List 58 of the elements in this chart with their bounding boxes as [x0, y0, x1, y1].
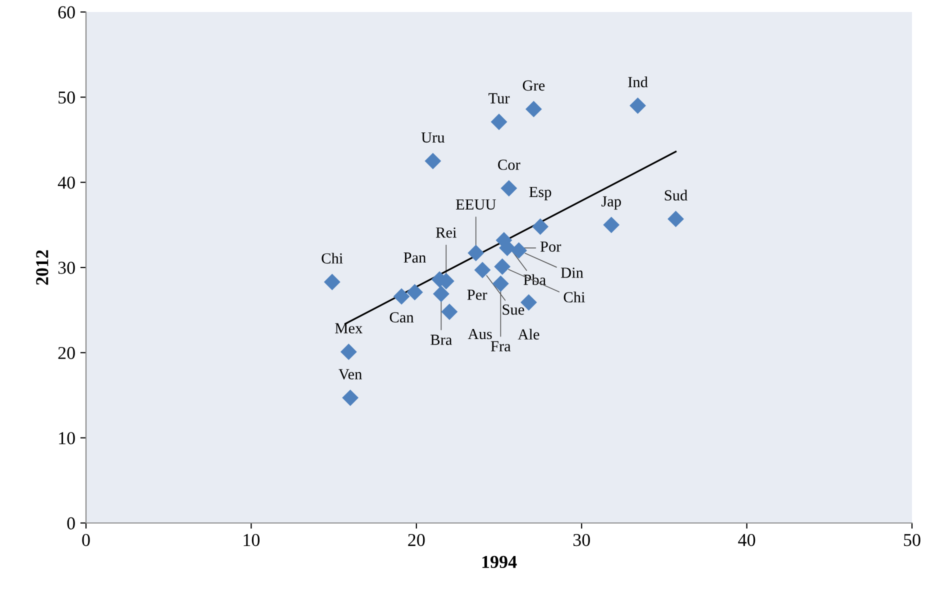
annotation: Rei — [436, 227, 456, 238]
point — [342, 390, 359, 406]
x-tick-label: 40 — [738, 534, 756, 546]
y-tick-label: 20 — [58, 346, 75, 360]
point — [490, 114, 508, 130]
y-tick-label: 30 — [58, 262, 75, 274]
annotation: Jap — [601, 196, 621, 210]
y-tick-label: 0 — [67, 517, 75, 530]
annotation: Per — [467, 290, 488, 300]
x-tick-label: 0 — [82, 534, 90, 546]
y-tick-label: 60 — [58, 6, 75, 18]
annotation: Sue — [502, 304, 524, 315]
annotation: Mex — [335, 323, 362, 334]
x-axis-title: 1994 — [482, 556, 517, 568]
point — [630, 97, 646, 114]
point — [500, 180, 518, 197]
annotation: Uru — [421, 132, 445, 143]
annotation: Tur — [488, 93, 510, 104]
point — [494, 258, 511, 275]
annotation: Pan — [404, 252, 426, 263]
annotation: Ind — [628, 76, 648, 88]
x-tick-label: 10 — [244, 534, 260, 546]
annotation: Cor — [498, 160, 520, 170]
x-tick-label: 50 — [904, 534, 920, 546]
annotation: Din — [560, 268, 584, 278]
annotation: Can — [390, 312, 414, 323]
annotation: Fra — [490, 341, 511, 352]
y-tick-label: 50 — [58, 91, 75, 104]
point — [603, 216, 620, 234]
annotation: Esp — [529, 186, 552, 200]
point — [406, 284, 423, 300]
annotation: Bra — [430, 334, 452, 345]
point — [340, 344, 357, 360]
point — [441, 304, 458, 320]
point — [510, 242, 528, 259]
y-tick-label: 40 — [58, 176, 75, 189]
x-tick-label: 30 — [573, 534, 590, 546]
point — [432, 286, 450, 302]
point — [424, 152, 442, 170]
annotation: Ven — [338, 369, 362, 380]
annotation: Ale — [518, 328, 540, 340]
point — [668, 210, 684, 228]
y-axis-title: 2012 — [36, 250, 48, 285]
x-tick-label: 20 — [408, 534, 425, 546]
point — [525, 100, 542, 118]
annotation: Sud — [664, 190, 688, 201]
annotation: EEUU — [456, 199, 496, 210]
point — [393, 288, 410, 305]
point — [468, 244, 484, 262]
point — [474, 262, 491, 278]
annotation: Aus — [468, 328, 492, 340]
annotation: Gre — [522, 80, 545, 91]
annotation: Por — [540, 242, 562, 252]
y-tick-label: 10 — [59, 432, 75, 444]
point — [532, 218, 549, 235]
point — [324, 274, 340, 290]
annotation: Chi — [322, 252, 343, 264]
annotation: Chi — [564, 292, 585, 302]
